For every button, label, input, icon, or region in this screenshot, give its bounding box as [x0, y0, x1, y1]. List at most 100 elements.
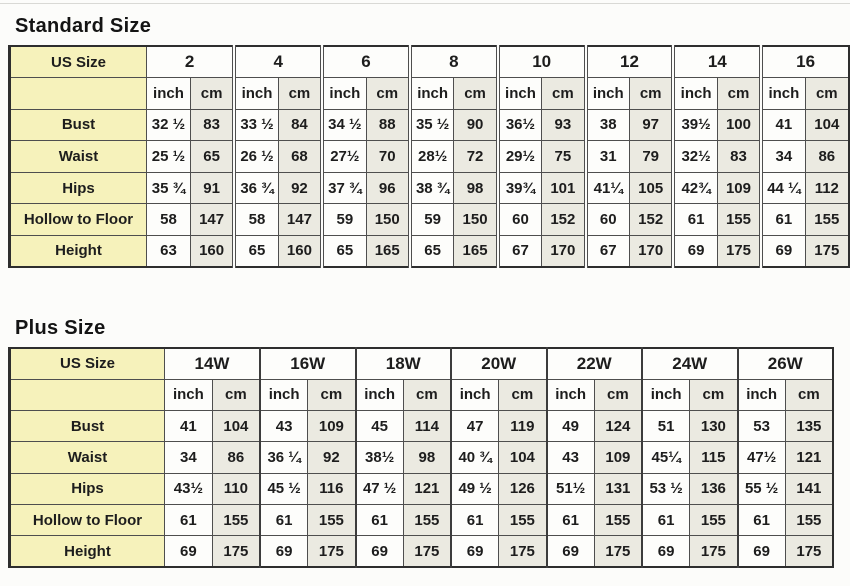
- corner-blank-cell: [9, 378, 165, 412]
- value-inch: 47 ½: [354, 472, 404, 505]
- unit-header-inch: inch: [671, 77, 718, 110]
- value-cm: 65: [189, 140, 235, 173]
- value-inch: 69: [354, 535, 404, 568]
- unit-header-inch: inch: [545, 378, 595, 412]
- row-label-bust: Bust: [9, 108, 147, 142]
- unit-header-inch: inch: [232, 77, 279, 110]
- value-cm: 155: [402, 503, 452, 537]
- value-cm: 170: [628, 234, 674, 268]
- size-header-8: 8: [407, 45, 499, 79]
- unit-header-cm: cm: [716, 77, 762, 110]
- value-inch: 40 ¾: [450, 441, 500, 474]
- value-inch: 35 ½: [407, 108, 455, 142]
- value-inch: 47: [450, 410, 500, 443]
- value-cm: 110: [211, 472, 261, 505]
- value-inch: 32 ½: [146, 108, 191, 142]
- corner-us-size-label: US Size: [9, 347, 165, 380]
- value-inch: 35 ¾: [146, 171, 191, 205]
- standard-size-title: Standard Size: [15, 15, 152, 37]
- value-cm: 98: [402, 441, 452, 474]
- size-header-20w: 20W: [450, 347, 547, 380]
- value-cm: 147: [277, 203, 323, 236]
- row-label-hips: Hips: [9, 472, 165, 505]
- value-inch: 58: [232, 203, 279, 236]
- value-cm: 84: [277, 108, 323, 142]
- value-cm: 88: [365, 108, 411, 142]
- row-label-hips: Hips: [9, 171, 147, 205]
- value-inch: 61: [671, 203, 718, 236]
- value-inch: 49 ½: [450, 472, 500, 505]
- value-cm: 160: [277, 234, 323, 268]
- value-cm: 175: [689, 535, 738, 568]
- standard-size-table-container: US Size 2 4 6 8 10 12 14 16 inch cm inch cm inch cm inc…: [8, 45, 850, 268]
- value-cm: 175: [804, 234, 850, 268]
- value-inch: 69: [736, 535, 786, 568]
- value-cm: 105: [628, 171, 674, 205]
- value-cm: 109: [593, 441, 643, 474]
- value-inch: 36 ¼: [259, 441, 309, 474]
- value-cm: 114: [402, 410, 452, 443]
- value-inch: 61: [759, 203, 806, 236]
- size-header-24w: 24W: [641, 347, 738, 380]
- value-cm: 155: [593, 503, 643, 537]
- value-cm: 90: [453, 108, 499, 142]
- value-inch: 61: [259, 503, 309, 537]
- value-inch: 39¾: [495, 171, 543, 205]
- value-cm: 121: [402, 472, 452, 505]
- unit-header-inch: inch: [583, 77, 630, 110]
- value-cm: 130: [689, 410, 738, 443]
- row-label-hollow-to-floor: Hollow to Floor: [9, 503, 165, 537]
- value-cm: 152: [541, 203, 587, 236]
- value-cm: 83: [716, 140, 762, 173]
- value-inch: 37 ¾: [320, 171, 367, 205]
- value-inch: 59: [407, 203, 455, 236]
- unit-header-inch: inch: [407, 77, 455, 110]
- value-inch: 69: [641, 535, 691, 568]
- value-inch: 51: [641, 410, 691, 443]
- value-cm: 100: [716, 108, 762, 142]
- value-inch: 45: [354, 410, 404, 443]
- value-inch: 38: [583, 108, 630, 142]
- value-inch: 27½: [320, 140, 367, 173]
- value-inch: 42¾: [671, 171, 718, 205]
- unit-header-inch: inch: [320, 77, 367, 110]
- unit-header-cm: cm: [453, 77, 499, 110]
- value-cm: 155: [211, 503, 261, 537]
- row-label-waist: Waist: [9, 140, 147, 173]
- value-inch: 41: [164, 410, 213, 443]
- value-cm: 98: [453, 171, 499, 205]
- size-header-2: 2: [146, 45, 235, 79]
- value-inch: 43: [259, 410, 309, 443]
- value-cm: 141: [784, 472, 834, 505]
- value-cm: 155: [716, 203, 762, 236]
- row-label-height: Height: [9, 535, 165, 568]
- value-inch: 36½: [495, 108, 543, 142]
- value-cm: 147: [189, 203, 235, 236]
- unit-header-cm: cm: [189, 77, 235, 110]
- size-header-6: 6: [320, 45, 411, 79]
- value-inch: 69: [259, 535, 309, 568]
- value-inch: 65: [407, 234, 455, 268]
- value-cm: 115: [689, 441, 738, 474]
- value-inch: 63: [146, 234, 191, 268]
- unit-header-inch: inch: [259, 378, 309, 412]
- value-inch: 61: [641, 503, 691, 537]
- value-cm: 75: [541, 140, 587, 173]
- size-header-16: 16: [759, 45, 850, 79]
- unit-header-inch: inch: [354, 378, 404, 412]
- value-inch: 61: [354, 503, 404, 537]
- value-cm: 165: [365, 234, 411, 268]
- unit-header-inch: inch: [641, 378, 691, 412]
- unit-header-inch: inch: [759, 77, 806, 110]
- value-inch: 34 ½: [320, 108, 367, 142]
- value-cm: 155: [784, 503, 834, 537]
- value-inch: 41: [759, 108, 806, 142]
- value-cm: 175: [402, 535, 452, 568]
- value-cm: 135: [784, 410, 834, 443]
- value-inch: 59: [320, 203, 367, 236]
- value-inch: 32½: [671, 140, 718, 173]
- value-cm: 109: [307, 410, 356, 443]
- value-cm: 165: [453, 234, 499, 268]
- unit-header-cm: cm: [628, 77, 674, 110]
- value-cm: 175: [716, 234, 762, 268]
